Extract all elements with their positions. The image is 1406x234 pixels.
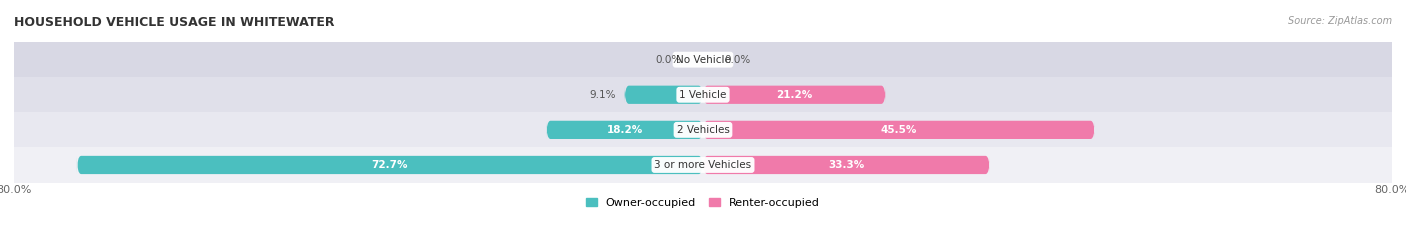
FancyBboxPatch shape (14, 77, 1392, 112)
Text: 0.0%: 0.0% (724, 55, 751, 65)
FancyBboxPatch shape (703, 121, 1095, 139)
FancyBboxPatch shape (14, 112, 1392, 147)
Legend: Owner-occupied, Renter-occupied: Owner-occupied, Renter-occupied (586, 198, 820, 208)
Text: 33.3%: 33.3% (828, 160, 865, 170)
Text: 0.0%: 0.0% (655, 55, 682, 65)
Text: 9.1%: 9.1% (589, 90, 616, 100)
Text: 21.2%: 21.2% (776, 90, 813, 100)
Text: Source: ZipAtlas.com: Source: ZipAtlas.com (1288, 16, 1392, 26)
FancyBboxPatch shape (14, 42, 1392, 77)
Text: 1 Vehicle: 1 Vehicle (679, 90, 727, 100)
Text: 18.2%: 18.2% (606, 125, 643, 135)
Text: No Vehicle: No Vehicle (675, 55, 731, 65)
FancyBboxPatch shape (703, 156, 990, 174)
Text: 3 or more Vehicles: 3 or more Vehicles (654, 160, 752, 170)
FancyBboxPatch shape (77, 156, 703, 174)
Text: 72.7%: 72.7% (371, 160, 408, 170)
FancyBboxPatch shape (547, 121, 703, 139)
FancyBboxPatch shape (624, 86, 703, 104)
FancyBboxPatch shape (703, 86, 886, 104)
Text: HOUSEHOLD VEHICLE USAGE IN WHITEWATER: HOUSEHOLD VEHICLE USAGE IN WHITEWATER (14, 16, 335, 29)
Text: 2 Vehicles: 2 Vehicles (676, 125, 730, 135)
Text: 45.5%: 45.5% (880, 125, 917, 135)
FancyBboxPatch shape (14, 147, 1392, 183)
